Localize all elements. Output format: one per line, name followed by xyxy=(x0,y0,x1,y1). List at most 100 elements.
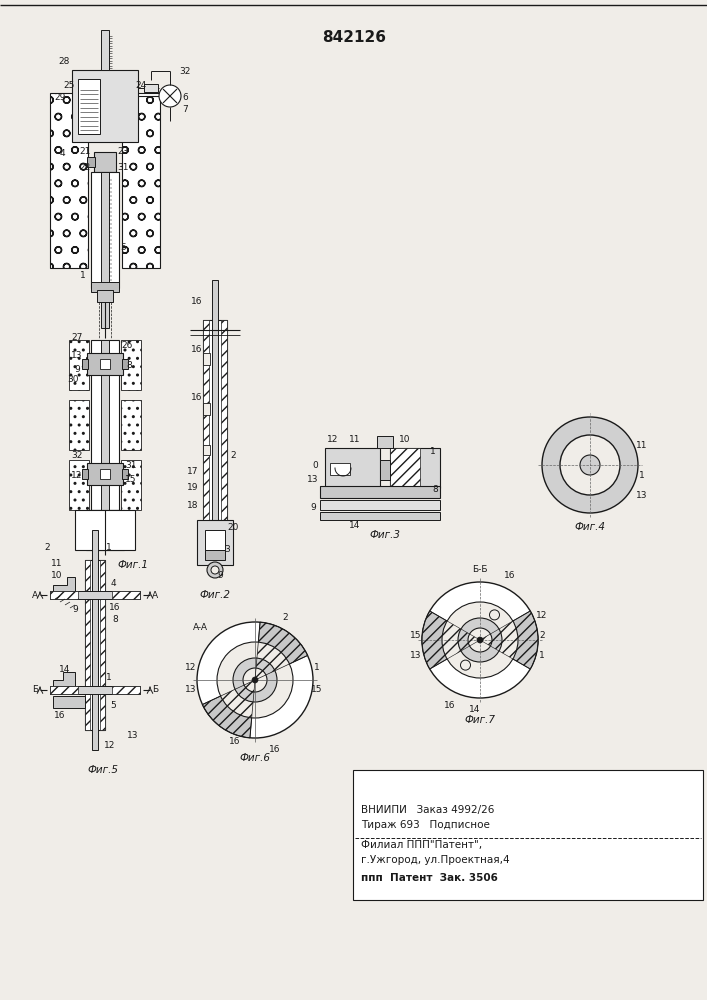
Bar xyxy=(100,359,110,369)
Text: 2: 2 xyxy=(539,631,545,640)
Text: 21: 21 xyxy=(79,147,90,156)
Wedge shape xyxy=(422,611,480,669)
Wedge shape xyxy=(255,622,308,680)
Bar xyxy=(121,400,141,450)
Text: 16: 16 xyxy=(110,602,121,611)
Text: A: A xyxy=(152,590,158,599)
Text: Фиг.3: Фиг.3 xyxy=(370,530,400,540)
Bar xyxy=(377,436,393,448)
Text: 3: 3 xyxy=(224,546,230,554)
Text: 22: 22 xyxy=(79,162,90,172)
Text: 14: 14 xyxy=(349,520,361,530)
Bar xyxy=(380,460,390,480)
Bar xyxy=(203,320,209,520)
Bar xyxy=(390,448,420,488)
Text: 13: 13 xyxy=(71,351,83,360)
Text: 30: 30 xyxy=(67,375,78,384)
Text: Филиал ППП"Патент",: Филиал ППП"Патент", xyxy=(361,840,482,850)
Text: 0: 0 xyxy=(312,460,318,470)
Circle shape xyxy=(468,628,492,652)
Bar xyxy=(50,93,88,268)
Bar xyxy=(82,359,88,369)
Text: 9: 9 xyxy=(72,605,78,614)
Text: 19: 19 xyxy=(187,484,199,492)
Text: 11: 11 xyxy=(349,436,361,444)
Text: 2: 2 xyxy=(282,613,288,622)
Bar xyxy=(97,290,113,302)
Text: Б-Б: Б-Б xyxy=(472,566,488,574)
Circle shape xyxy=(211,566,219,574)
Bar xyxy=(87,353,123,375)
Bar xyxy=(197,520,233,565)
Bar xyxy=(87,463,123,485)
Text: ппп  Патент  Зак. 3506: ппп Патент Зак. 3506 xyxy=(361,873,498,883)
Circle shape xyxy=(460,660,470,670)
Text: 32: 32 xyxy=(180,66,191,76)
Bar xyxy=(330,463,350,475)
Bar xyxy=(78,79,100,134)
Circle shape xyxy=(243,668,267,692)
Text: 18: 18 xyxy=(187,500,199,510)
Text: 20: 20 xyxy=(228,524,239,532)
Text: 16: 16 xyxy=(192,393,203,402)
Bar xyxy=(203,320,227,520)
Bar xyxy=(50,591,140,599)
Text: 4: 4 xyxy=(59,149,65,158)
Bar xyxy=(50,686,140,694)
Bar xyxy=(320,486,440,498)
Text: 10: 10 xyxy=(51,570,63,580)
Text: 17: 17 xyxy=(187,468,199,477)
Text: 28: 28 xyxy=(58,57,70,66)
Circle shape xyxy=(489,610,500,620)
Bar xyxy=(94,152,116,172)
Text: г.Ужгород, ул.Проектная,4: г.Ужгород, ул.Проектная,4 xyxy=(361,855,510,865)
Text: 16: 16 xyxy=(229,738,241,746)
Text: 6: 6 xyxy=(182,94,188,103)
Wedge shape xyxy=(480,611,538,669)
Circle shape xyxy=(560,435,620,495)
Bar xyxy=(325,448,380,488)
Bar xyxy=(212,280,218,540)
Wedge shape xyxy=(202,680,255,738)
Text: 15: 15 xyxy=(311,686,323,694)
Text: 12: 12 xyxy=(537,610,548,619)
Text: 4: 4 xyxy=(110,578,116,587)
Text: Б: Б xyxy=(152,686,158,694)
Bar xyxy=(100,560,105,730)
Bar xyxy=(72,70,138,142)
Bar xyxy=(91,340,119,510)
Bar xyxy=(69,460,89,510)
Text: 11: 11 xyxy=(636,440,648,450)
Text: 12: 12 xyxy=(185,664,197,672)
Text: 9: 9 xyxy=(74,365,80,374)
Bar xyxy=(122,93,160,268)
Text: 2: 2 xyxy=(230,450,236,460)
Text: 31: 31 xyxy=(125,460,136,470)
Text: 26: 26 xyxy=(122,340,133,350)
Text: 12: 12 xyxy=(105,740,116,750)
Text: Фиг.5: Фиг.5 xyxy=(88,765,119,775)
Text: 5: 5 xyxy=(110,700,116,710)
Bar xyxy=(75,510,135,550)
Circle shape xyxy=(477,637,483,643)
Text: 14: 14 xyxy=(469,706,481,714)
Text: 9: 9 xyxy=(310,504,316,512)
Circle shape xyxy=(233,658,277,702)
Text: Тираж 693   Подписное: Тираж 693 Подписное xyxy=(361,820,490,830)
Text: Фиг.7: Фиг.7 xyxy=(464,715,496,725)
Text: 11: 11 xyxy=(51,558,63,568)
Text: 25: 25 xyxy=(64,81,75,90)
Bar xyxy=(91,172,119,288)
Circle shape xyxy=(458,618,502,662)
Text: 1: 1 xyxy=(539,650,545,660)
Text: 15: 15 xyxy=(125,476,136,485)
Text: 12: 12 xyxy=(71,471,83,480)
Bar xyxy=(353,770,703,900)
Text: 13: 13 xyxy=(127,730,139,740)
Circle shape xyxy=(252,677,258,683)
Text: 27: 27 xyxy=(71,334,83,342)
Bar xyxy=(121,340,141,390)
Text: 16: 16 xyxy=(192,346,203,355)
Text: 13: 13 xyxy=(185,686,197,694)
Bar xyxy=(144,84,158,92)
